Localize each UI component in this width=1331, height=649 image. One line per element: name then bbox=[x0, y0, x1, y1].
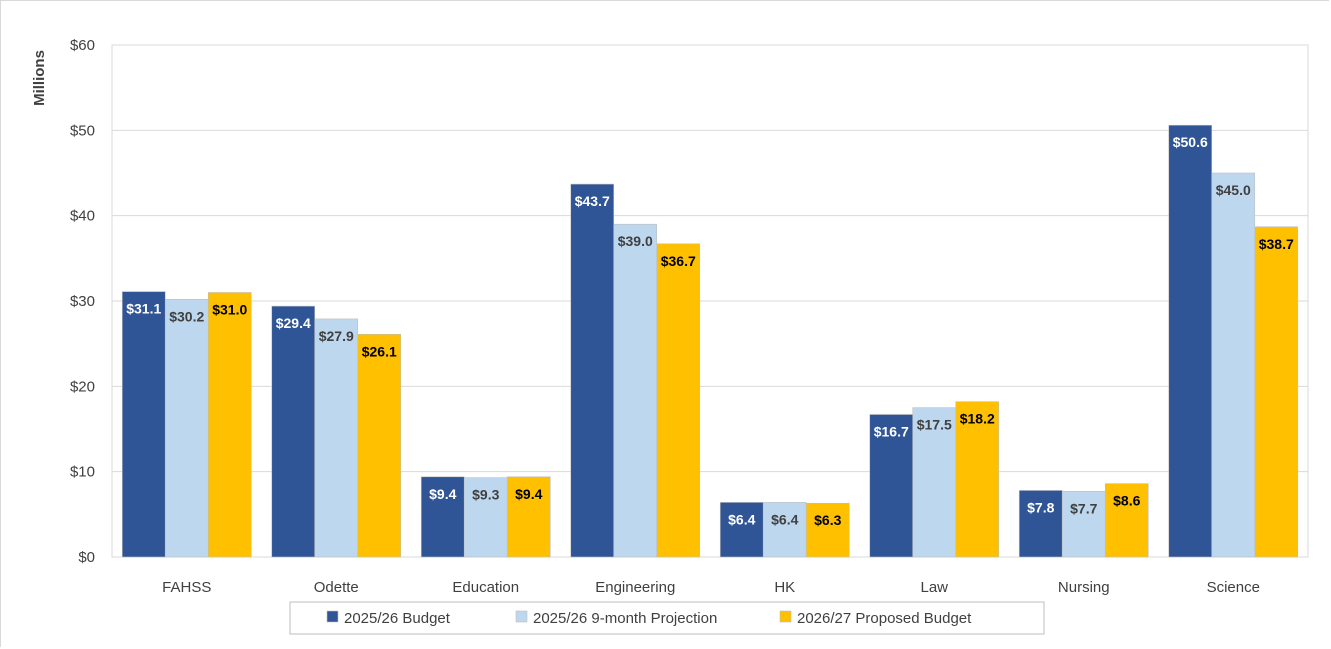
y-tick-label: $0 bbox=[78, 549, 95, 566]
data-label: $16.7 bbox=[874, 423, 909, 439]
x-category-label: HK bbox=[774, 579, 795, 596]
data-label: $30.2 bbox=[169, 308, 204, 324]
bar-fahss-series-2 bbox=[164, 298, 209, 558]
bar-hk-series-3 bbox=[805, 502, 850, 558]
bar-fahss-series-1 bbox=[121, 291, 166, 558]
y-tick-label: $40 bbox=[70, 208, 95, 225]
legend-box bbox=[289, 601, 1045, 635]
data-label: $9.3 bbox=[472, 487, 499, 503]
data-label: $8.6 bbox=[1113, 493, 1140, 509]
legend-label: 2025/26 Budget bbox=[344, 610, 451, 627]
data-label: $27.9 bbox=[319, 328, 354, 344]
data-label: $17.5 bbox=[917, 417, 952, 433]
bar-odette-series-1 bbox=[271, 305, 316, 558]
data-label: $39.0 bbox=[618, 233, 653, 249]
data-label: $18.2 bbox=[960, 411, 995, 427]
data-label: $7.7 bbox=[1070, 500, 1097, 516]
y-tick-label: $50 bbox=[70, 122, 95, 139]
bar-engineering-series-3 bbox=[656, 243, 701, 558]
bar-science-series-1 bbox=[1168, 124, 1213, 558]
bar-odette-series-3 bbox=[357, 333, 402, 558]
data-label: $45.0 bbox=[1216, 182, 1251, 198]
bars bbox=[121, 124, 1299, 558]
data-label: $7.8 bbox=[1027, 499, 1054, 515]
data-label: $9.4 bbox=[429, 486, 456, 502]
y-tick-label: $10 bbox=[70, 464, 95, 481]
y-axis-ticks: $0 $10 $20 $30 $40 $50 $60 bbox=[70, 37, 95, 566]
x-category-label: Nursing bbox=[1058, 579, 1110, 596]
data-label: $26.1 bbox=[362, 343, 397, 359]
x-category-label: Education bbox=[452, 579, 519, 596]
legend: 2025/26 Budget 2025/26 9-month Projection… bbox=[289, 601, 1045, 635]
data-label: $43.7 bbox=[575, 193, 610, 209]
data-label: $6.3 bbox=[814, 512, 841, 528]
legend-swatch bbox=[779, 610, 792, 623]
bar-nursing-series-3 bbox=[1104, 483, 1149, 558]
bar-engineering-series-1 bbox=[570, 183, 615, 558]
data-label: $50.6 bbox=[1173, 134, 1208, 150]
data-labels: $31.1 $30.2 $31.0 $29.4 $27.9 $26.1 $9.4 $9.3 $9… bbox=[126, 134, 1294, 528]
y-tick-label: $20 bbox=[70, 378, 95, 395]
bar-hk-series-2 bbox=[762, 502, 807, 558]
x-category-label: Science bbox=[1207, 579, 1260, 596]
bar-science-series-3 bbox=[1254, 226, 1299, 558]
data-label: $6.4 bbox=[771, 511, 798, 527]
x-category-label: Odette bbox=[314, 579, 359, 596]
y-tick-label: $30 bbox=[70, 293, 95, 310]
data-label: $38.7 bbox=[1259, 236, 1294, 252]
legend-swatch bbox=[326, 610, 339, 623]
data-label: $9.4 bbox=[515, 486, 542, 502]
data-label: $6.4 bbox=[728, 511, 755, 527]
bar-odette-series-2 bbox=[314, 318, 359, 558]
data-label: $31.0 bbox=[212, 301, 247, 317]
data-label: $29.4 bbox=[276, 315, 311, 331]
x-category-label: FAHSS bbox=[162, 579, 211, 596]
bar-education-series-2 bbox=[463, 477, 508, 558]
x-axis-categories: FAHSS Odette Education Engineering HK Law Nurs… bbox=[162, 579, 1260, 596]
y-axis-label: Millions bbox=[31, 50, 48, 106]
legend-label: 2026/27 Proposed Budget bbox=[797, 610, 972, 627]
data-label: $36.7 bbox=[661, 253, 696, 269]
data-label: $31.1 bbox=[126, 301, 161, 317]
legend-swatch bbox=[515, 610, 528, 623]
x-category-label: Law bbox=[920, 579, 948, 596]
bar-law-series-3 bbox=[955, 401, 1000, 558]
bar-law-series-1 bbox=[869, 414, 914, 558]
legend-label: 2025/26 9-month Projection bbox=[533, 610, 717, 627]
bar-education-series-1 bbox=[420, 476, 465, 558]
x-category-label: Engineering bbox=[595, 579, 675, 596]
bar-science-series-2 bbox=[1211, 172, 1256, 558]
bar-engineering-series-2 bbox=[613, 223, 658, 558]
bar-nursing-series-1 bbox=[1018, 490, 1063, 558]
bar-hk-series-1 bbox=[719, 502, 764, 558]
plot-area bbox=[111, 44, 1309, 558]
bar-education-series-3 bbox=[506, 476, 551, 558]
bar-fahss-series-3 bbox=[207, 292, 252, 558]
y-tick-label: $60 bbox=[70, 37, 95, 54]
bar-law-series-2 bbox=[912, 407, 957, 558]
